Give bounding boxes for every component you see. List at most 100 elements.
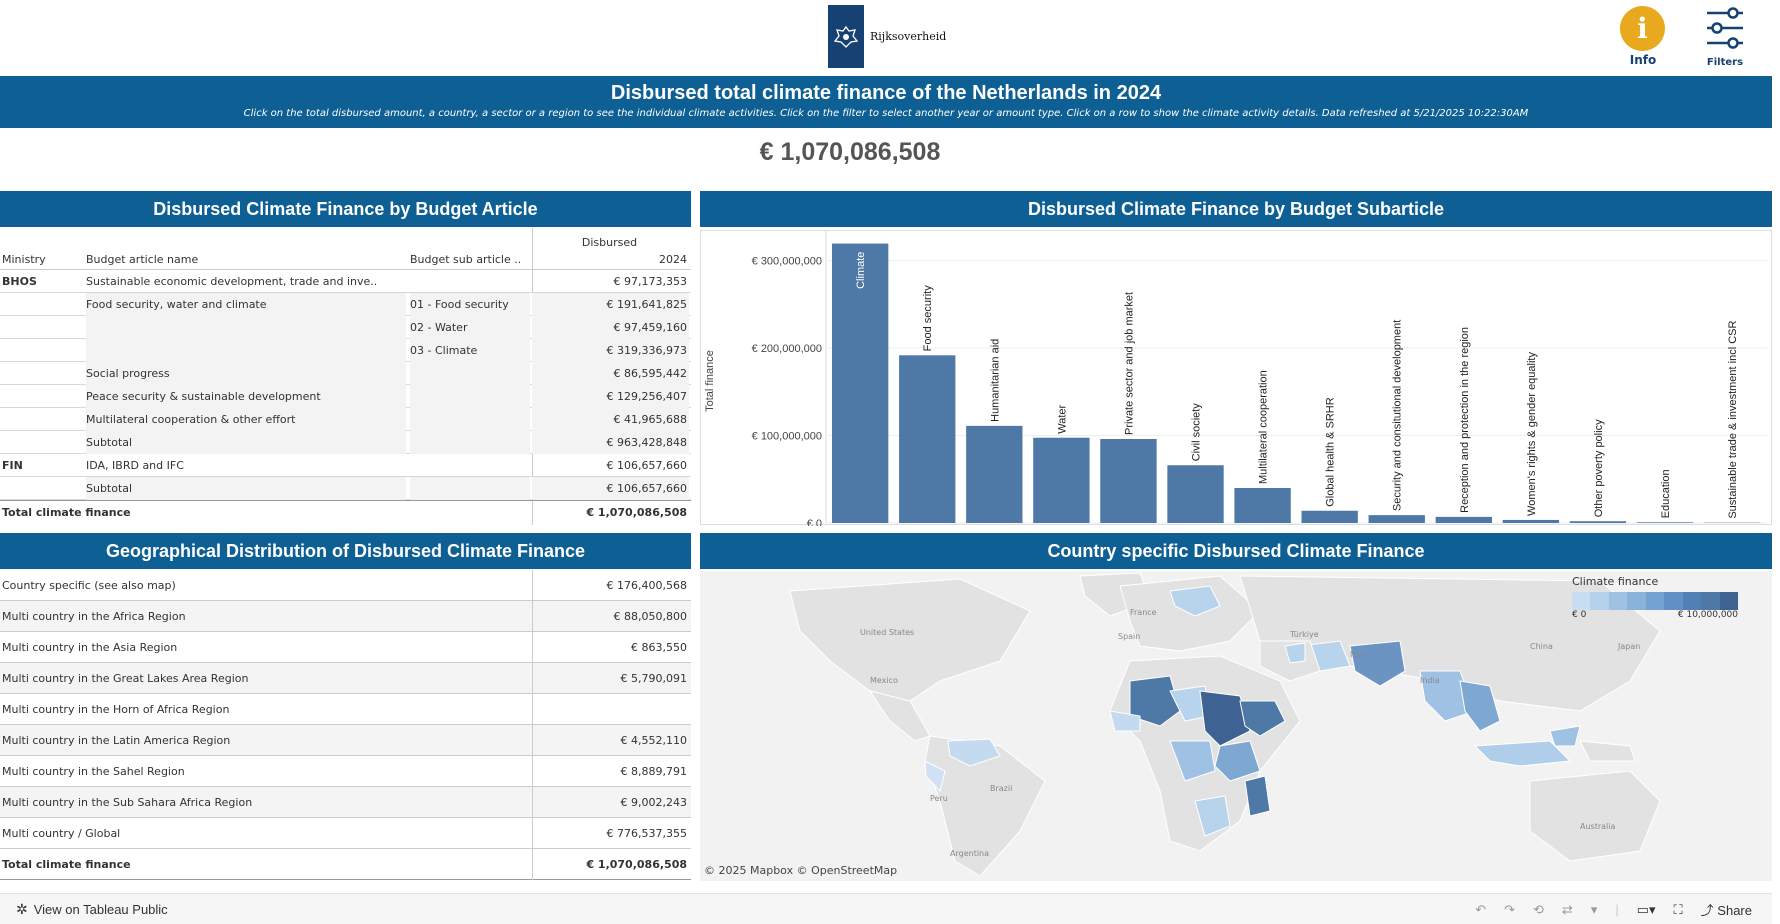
table-header-row: Disbursed [0, 228, 691, 248]
geo-total-row[interactable]: Total climate finance € 1,070,086,508 [0, 849, 691, 880]
geo-total-label: Total climate finance [2, 858, 131, 871]
bar-category-label: Reception and protection in the region [1459, 327, 1471, 513]
budget-total-value: € 1,070,086,508 [586, 506, 687, 519]
bar[interactable] [1435, 516, 1492, 523]
revert-icon[interactable]: ⟲ [1533, 901, 1544, 917]
bar[interactable] [1569, 521, 1627, 523]
view-on-tableau-link[interactable]: ✲ View on Tableau Public [16, 901, 168, 918]
bar[interactable] [1368, 515, 1425, 523]
info-button[interactable]: i Info [1620, 6, 1666, 67]
y-tick-label: € 0 [807, 518, 822, 526]
bar[interactable] [1167, 465, 1224, 523]
region-name: Multi country in the Latin America Regio… [2, 734, 231, 747]
article-cell: IDA, IBRD and IFC [86, 459, 184, 472]
table-row[interactable]: Social progress € 86,595,442 [0, 362, 691, 385]
total-disbursed-amount[interactable]: € 1,070,086,508 [759, 138, 941, 166]
article-cell: Sustainable economic development, trade … [86, 275, 378, 288]
table-header-row: Ministry Budget article name Budget sub … [0, 248, 691, 270]
y-tick-label: € 300,000,000 [752, 256, 822, 268]
table-row[interactable]: BHOS Sustainable economic development, tr… [0, 270, 691, 293]
bar[interactable] [1502, 519, 1560, 523]
share-button[interactable]: ⤴ Share [1701, 900, 1752, 919]
info-label: Info [1629, 53, 1657, 67]
ministry-cell: FIN [2, 459, 23, 472]
table-row[interactable]: Subtotal € 106,657,660 [0, 477, 691, 500]
filters-label: Filters [1706, 57, 1744, 68]
value-cell: € 319,336,973 [532, 339, 689, 362]
map-legend: Climate finance € 0 € 10,000,000 [1572, 575, 1752, 620]
fullscreen-icon[interactable]: ⛶ [1673, 901, 1683, 917]
subarticle-cell [410, 362, 530, 385]
table-row[interactable]: Food security, water and climate 01 - Foo… [0, 293, 691, 316]
bar-category-label: Global health & SRHR [1325, 397, 1337, 506]
tableau-icon: ✲ [16, 901, 28, 917]
list-item[interactable]: Multi country in the Africa Region € 88,0… [0, 601, 691, 632]
list-item[interactable]: Multi country in the Asia Region € 863,55… [0, 632, 691, 663]
bar[interactable] [1100, 439, 1157, 523]
table-row[interactable]: Subtotal € 963,428,848 [0, 431, 691, 454]
list-item[interactable]: Multi country in the Latin America Regio… [0, 725, 691, 756]
table-row[interactable]: Peace security & sustainable development… [0, 385, 691, 408]
bar-category-label: Civil society [1191, 403, 1203, 462]
logo-text: Rijksoverheid [870, 30, 947, 43]
svg-text:United States: United States [860, 628, 914, 637]
filters-button[interactable]: Filters [1700, 4, 1750, 68]
svg-text:Mexico: Mexico [870, 676, 898, 685]
bar-category-label: Food security [922, 285, 934, 352]
budget-total-row[interactable]: Total climate finance € 1,070,086,508 [0, 500, 691, 523]
region-name: Multi country in the Africa Region [2, 610, 186, 623]
table-row[interactable]: 02 - Water € 97,459,160 [0, 316, 691, 339]
bar[interactable] [1234, 488, 1291, 523]
bar[interactable] [1033, 437, 1090, 523]
map-credit[interactable]: © 2025 Mapbox © OpenStreetMap [704, 864, 898, 877]
article-cell [86, 316, 406, 339]
value-cell: € 963,428,848 [532, 431, 689, 454]
list-item[interactable]: Multi country in the Horn of Africa Regi… [0, 694, 691, 725]
list-item[interactable]: Multi country in the Sahel Region € 8,889… [0, 756, 691, 787]
ministry-cell [2, 339, 82, 362]
bar[interactable] [1301, 510, 1358, 523]
bar[interactable] [966, 425, 1023, 523]
list-item[interactable]: Country specific (see also map) € 176,400… [0, 570, 691, 601]
ministry-cell [2, 431, 82, 454]
bar[interactable] [1636, 522, 1694, 523]
region-value: € 88,050,800 [532, 601, 689, 632]
world-map[interactable]: France Türkiye China Japan Iran India Un… [700, 571, 1772, 881]
y-tick-label: € 200,000,000 [752, 343, 822, 355]
refresh-icon[interactable]: ⇄ [1561, 901, 1573, 917]
region-name: Multi country / Global [2, 827, 121, 840]
table-row[interactable]: Multilateral cooperation & other effort €… [0, 408, 691, 431]
subarticle-cell [410, 477, 530, 500]
redo-icon[interactable]: ↷ [1504, 901, 1515, 917]
list-item[interactable]: Multi country in the Great Lakes Area Re… [0, 663, 691, 694]
top-header: Rijksoverheid i Info Filters [0, 0, 1780, 76]
year-header: 2024 [659, 253, 687, 266]
bottom-toolbar: ✲ View on Tableau Public ↶ ↷ ⟲ ⇄ ▾ | ▭▾ … [0, 893, 1772, 924]
disbursed-header: Disbursed [581, 236, 638, 248]
legend-max: € 10,000,000 [1677, 610, 1738, 620]
value-cell: € 191,641,825 [532, 293, 689, 316]
geo-distribution-heading: Geographical Distribution of Disbursed C… [0, 533, 691, 569]
comment-icon[interactable]: ▭▾ [1636, 901, 1656, 917]
y-tick-label: € 100,000,000 [752, 431, 822, 443]
bar[interactable] [899, 355, 956, 523]
value-cell: € 97,173,353 [613, 275, 687, 288]
table-row[interactable]: FIN IDA, IBRD and IFC € 106,657,660 [0, 454, 691, 477]
title-band: Disbursed total climate finance of the N… [0, 76, 1772, 128]
svg-text:China: China [1530, 642, 1553, 651]
undo-icon[interactable]: ↶ [1475, 901, 1487, 917]
pause-dropdown-icon[interactable]: ▾ [1590, 901, 1598, 917]
svg-text:Australia: Australia [1580, 822, 1615, 831]
list-item[interactable]: Multi country in the Sub Sahara Africa R… [0, 787, 691, 818]
bar-category-label: Security and consitutional development [1392, 320, 1404, 511]
list-item[interactable]: Multi country / Global € 776,537,355 [0, 818, 691, 849]
ministry-cell [2, 362, 82, 385]
budget-rows: BHOS Sustainable economic development, tr… [0, 270, 691, 500]
budget-article-table: Disbursed Ministry Budget article name B… [0, 228, 691, 525]
bar[interactable] [832, 243, 889, 524]
bar-category-label: Education [1660, 469, 1672, 518]
page-title: Disbursed total climate finance of the N… [610, 82, 1162, 104]
table-row[interactable]: 03 - Climate € 319,336,973 [0, 339, 691, 362]
value-cell: € 106,657,660 [532, 477, 689, 500]
bar-category-label: Humanitarian aid [989, 339, 1001, 422]
